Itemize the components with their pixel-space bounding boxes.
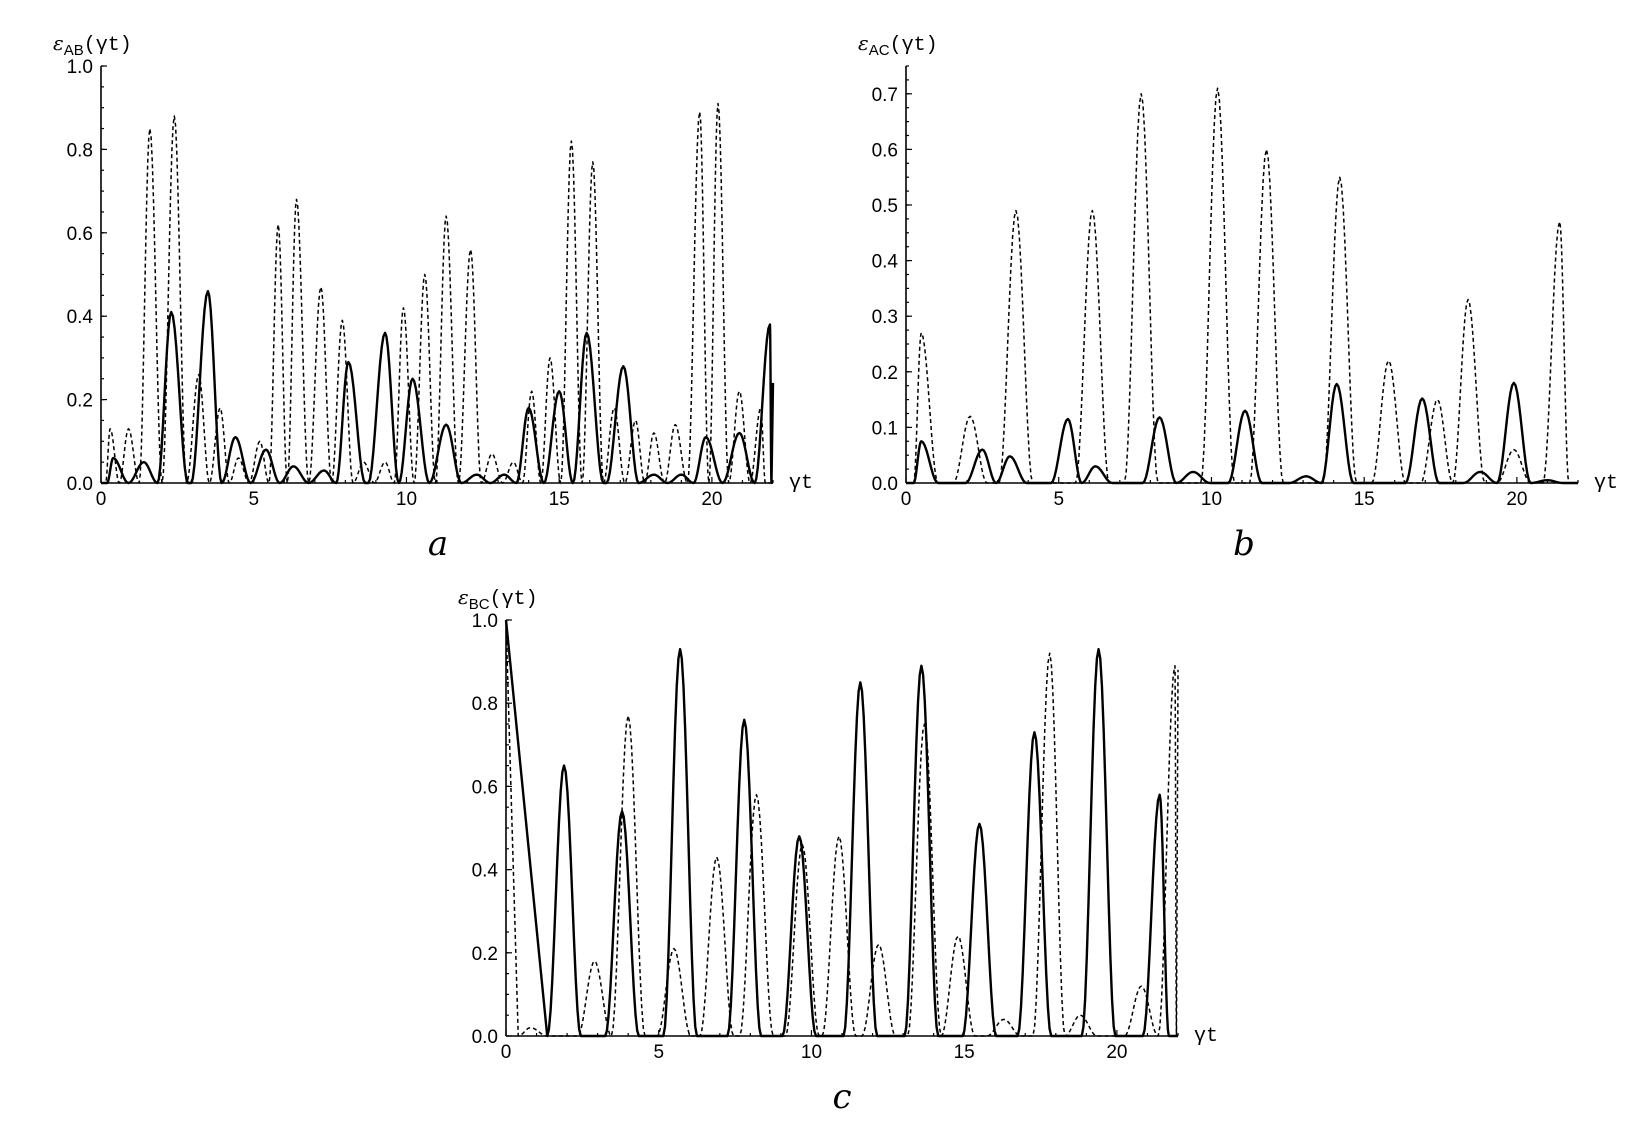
y-axis-label: εBC(γt)	[458, 585, 538, 613]
y-axis-label-sub: AB	[64, 42, 84, 59]
chart-panel-b: 0 5 10 15 20 0.0 0.1 0.2 0.3 0.4 0.5 0.6 0.7 εAC(γt) γ…	[858, 31, 1618, 564]
y-tick-label: 0.8	[67, 140, 93, 161]
x-tick-label: 10	[396, 489, 417, 510]
y-tick-label: 0.6	[67, 224, 93, 245]
x-tick-label: 0	[501, 1042, 512, 1063]
x-tick-label: 10	[1201, 489, 1222, 510]
x-tick-label: 15	[954, 1042, 975, 1063]
x-axis-label: γt	[1594, 472, 1618, 495]
y-axis-label-sub: AC	[869, 42, 890, 59]
y-tick-label: 1.0	[67, 57, 93, 78]
y-axis-label-arg: (γt)	[490, 588, 538, 611]
x-tick-label: 15	[1354, 489, 1375, 510]
y-axis-label-arg: (γt)	[84, 34, 132, 57]
series-line-solid	[504, 619, 1178, 1038]
y-axis-label-arg: (γt)	[890, 34, 938, 57]
x-tick-label: 0	[901, 489, 912, 510]
x-axis-label: γt	[789, 472, 813, 495]
y-tick-label: 0.4	[472, 861, 499, 882]
y-tick-label: 0.2	[472, 944, 498, 965]
y-tick-label: 0.8	[472, 694, 498, 715]
y-tick-label: 0.4	[67, 307, 94, 328]
y-tick-label: 0.2	[67, 391, 93, 412]
y-tick-label: 0.7	[872, 85, 898, 106]
y-tick-label: 0.2	[872, 363, 898, 384]
x-tick-label: 20	[1506, 489, 1527, 510]
x-tick-label: 20	[1106, 1042, 1127, 1063]
y-tick-label: 0.1	[872, 418, 898, 439]
y-axis-label-main: ε	[858, 31, 869, 55]
y-axis-label-main: ε	[458, 585, 469, 609]
y-tick-label: 0.0	[67, 474, 93, 495]
y-tick-label: 0.5	[872, 196, 898, 217]
series-line-solid	[906, 381, 1578, 485]
y-tick-label: 0.6	[872, 140, 898, 161]
x-tick-label: 5	[653, 1042, 664, 1063]
y-axis-label-main: ε	[53, 31, 64, 55]
y-tick-label: 0.4	[872, 252, 899, 273]
y-tick-label: 1.0	[472, 611, 498, 632]
series-line-solid	[101, 289, 775, 485]
series-line-dashed	[906, 87, 1578, 484]
series-line-dashed	[101, 102, 770, 484]
y-tick-label: 0.0	[472, 1027, 498, 1048]
y-axis-label: εAC(γt)	[858, 31, 938, 59]
x-tick-label: 20	[701, 489, 722, 510]
y-tick-label: 0.3	[872, 307, 898, 328]
y-axis-label: εAB(γt)	[53, 31, 132, 59]
x-axis-label: γt	[1194, 1025, 1218, 1048]
series-line-dashed	[505, 619, 1179, 1037]
x-tick-label: 15	[549, 489, 570, 510]
y-axis-label-sub: BC	[469, 596, 490, 613]
panel-label: a	[428, 524, 448, 564]
x-tick-label: 5	[248, 489, 259, 510]
y-tick-label: 0.6	[472, 777, 498, 798]
x-tick-label: 0	[96, 489, 107, 510]
y-tick-label: 0.0	[872, 474, 898, 495]
panel-label: b	[1233, 524, 1255, 564]
x-tick-label: 10	[801, 1042, 822, 1063]
panel-label: c	[832, 1077, 851, 1117]
x-tick-label: 5	[1053, 489, 1064, 510]
